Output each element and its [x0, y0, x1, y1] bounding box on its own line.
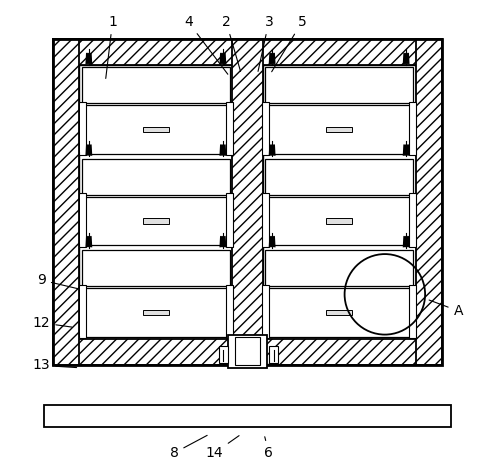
Bar — [409, 285, 416, 338]
Bar — [266, 197, 412, 246]
Bar — [228, 104, 231, 152]
Bar — [53, 38, 442, 65]
Bar — [53, 38, 442, 365]
Bar — [409, 193, 416, 247]
Bar — [326, 218, 352, 224]
Bar — [219, 346, 228, 363]
Bar — [83, 105, 229, 154]
Bar — [232, 38, 263, 365]
Bar — [228, 287, 231, 335]
Bar — [228, 195, 231, 244]
Bar — [82, 67, 230, 103]
Bar — [262, 285, 269, 338]
Bar — [409, 102, 416, 155]
Bar — [411, 195, 415, 244]
Bar — [79, 285, 86, 338]
Bar — [53, 339, 442, 365]
Bar — [226, 102, 233, 155]
Bar — [264, 195, 267, 244]
Bar — [265, 67, 413, 103]
Bar — [226, 193, 233, 247]
Bar — [83, 197, 229, 246]
Text: 1: 1 — [106, 15, 117, 78]
Bar — [143, 126, 169, 132]
Text: 14: 14 — [205, 436, 239, 460]
Bar — [80, 104, 84, 152]
Bar — [262, 193, 269, 247]
Bar — [79, 193, 86, 247]
Bar — [80, 195, 84, 244]
Bar — [416, 38, 442, 365]
Bar — [80, 287, 84, 335]
Bar — [266, 288, 412, 337]
Text: A: A — [429, 300, 463, 318]
Bar — [83, 288, 229, 337]
Bar — [44, 405, 451, 427]
Text: 3: 3 — [258, 15, 273, 71]
Text: 9: 9 — [37, 273, 79, 289]
Bar — [82, 159, 230, 195]
Bar — [228, 334, 267, 368]
Text: 12: 12 — [33, 316, 72, 330]
Bar — [411, 287, 415, 335]
Bar — [263, 65, 416, 339]
Bar — [226, 285, 233, 338]
Bar — [235, 337, 260, 365]
Bar — [82, 250, 230, 286]
Bar — [266, 105, 412, 154]
Bar — [143, 310, 169, 315]
Text: 13: 13 — [33, 358, 77, 372]
Text: 6: 6 — [264, 437, 273, 460]
Bar — [264, 104, 267, 152]
Bar — [262, 102, 269, 155]
Bar — [53, 38, 79, 365]
Bar — [265, 250, 413, 286]
Text: 4: 4 — [184, 15, 228, 74]
Bar — [265, 159, 413, 195]
Bar — [269, 346, 278, 363]
Text: 8: 8 — [170, 436, 207, 460]
Bar — [143, 218, 169, 224]
Bar — [79, 102, 86, 155]
Bar — [326, 126, 352, 132]
Bar — [411, 104, 415, 152]
Bar — [79, 65, 232, 339]
Text: 2: 2 — [222, 15, 241, 71]
Text: 5: 5 — [272, 15, 306, 72]
Bar — [326, 310, 352, 315]
Bar — [264, 287, 267, 335]
